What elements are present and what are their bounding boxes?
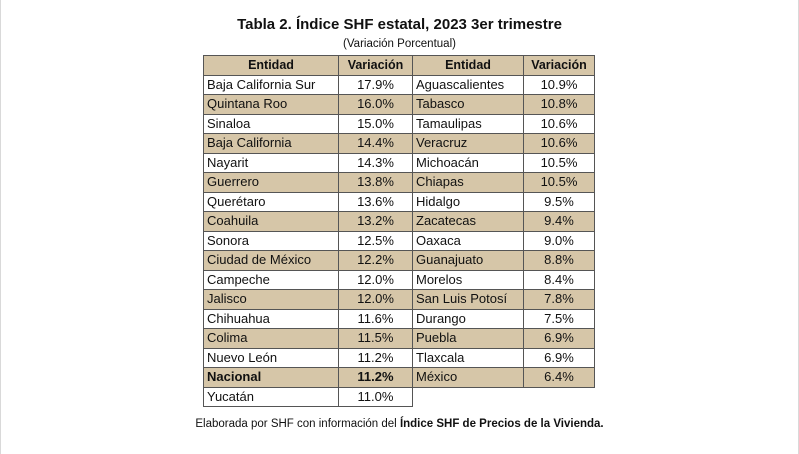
variation-cell: 10.8% [523,94,595,115]
variation-cell: 12.0% [338,289,413,310]
variation-cell: 17.9% [338,74,413,95]
entity-cell: Quintana Roo [203,94,339,115]
table-row: Quintana Roo 16.0% Tabasco 10.8% [203,94,595,115]
table-body: Baja California Sur 17.9% Aguascalientes 10… [203,74,595,407]
table-row: Nacional 11.2% México 6.4% [203,367,595,388]
header-row: Entidad Variación Entidad Variación [203,55,595,76]
entity-cell: Oaxaca [412,230,524,251]
entity-cell: Nuevo León [203,347,339,368]
empty-cell [524,387,595,407]
variation-cell: 11.5% [338,328,413,349]
entity-cell: Yucatán [203,386,339,407]
source-prefix: Elaborada por SHF con información del [195,418,400,430]
variation-cell: 7.8% [523,289,595,310]
entity-cell: Chihuahua [203,308,339,329]
variation-cell: 11.2% [338,367,413,388]
entity-cell: Aguascalientes [412,74,524,95]
entity-cell: Nayarit [203,152,339,173]
table-row: Guerrero 13.8% Chiapas 10.5% [203,172,595,193]
table-row: Sinaloa 15.0% Tamaulipas 10.6% [203,113,595,134]
variation-cell: 6.4% [523,367,595,388]
variation-cell: 11.0% [338,386,413,407]
entity-cell: Hidalgo [412,191,524,212]
entity-cell: Veracruz [412,133,524,154]
entity-cell: Tamaulipas [412,113,524,134]
variation-cell: 8.4% [523,269,595,290]
entity-cell: San Luis Potosí [412,289,524,310]
entity-cell: Baja California Sur [203,74,339,95]
table-subtitle: (Variación Porcentual) [343,38,456,50]
variation-cell: 13.2% [338,211,413,232]
table-row: Querétaro 13.6% Hidalgo 9.5% [203,191,595,212]
entity-cell: Colima [203,328,339,349]
variation-cell: 14.3% [338,152,413,173]
table-row: Coahuila 13.2% Zacatecas 9.4% [203,211,595,232]
header-entity-left: Entidad [203,55,339,76]
entity-cell: México [412,367,524,388]
variation-cell: 14.4% [338,133,413,154]
variation-cell: 9.5% [523,191,595,212]
variation-cell: 8.8% [523,250,595,271]
entity-cell: Zacatecas [412,211,524,232]
entity-cell: Jalisco [203,289,339,310]
header-variation-left: Variación [338,55,413,76]
variation-cell: 7.5% [523,308,595,329]
variation-cell: 12.2% [338,250,413,271]
table-title: Tabla 2. Índice SHF estatal, 2023 3er tr… [237,16,562,33]
entity-cell: Campeche [203,269,339,290]
table-row: Baja California 14.4% Veracruz 10.6% [203,133,595,154]
entity-cell: Sinaloa [203,113,339,134]
variation-cell: 10.6% [523,113,595,134]
variation-cell: 16.0% [338,94,413,115]
entity-cell: Durango [412,308,524,329]
variation-cell: 10.5% [523,172,595,193]
table-row: Sonora 12.5% Oaxaca 9.0% [203,230,595,251]
page-edge-left [0,0,1,454]
source-note: Elaborada por SHF con información del Ín… [0,418,799,430]
table-row: Chihuahua 11.6% Durango 7.5% [203,308,595,329]
variation-cell: 10.5% [523,152,595,173]
table-row: Colima 11.5% Puebla 6.9% [203,328,595,349]
source-bold: Índice SHF de Precios de la Vivienda. [399,418,604,430]
state-index-table: Entidad Variación Entidad Variación Baja… [203,55,595,407]
variation-cell: 11.2% [338,347,413,368]
variation-cell: 6.9% [523,328,595,349]
table-row: Yucatán 11.0% [203,386,595,407]
variation-cell: 13.8% [338,172,413,193]
entity-cell: Coahuila [203,211,339,232]
table-row: Jalisco 12.0% San Luis Potosí 7.8% [203,289,595,310]
header-variation-right: Variación [523,55,595,76]
header-entity-right: Entidad [412,55,524,76]
entity-cell: Tabasco [412,94,524,115]
entity-cell: Chiapas [412,172,524,193]
entity-cell: Tlaxcala [412,347,524,368]
variation-cell: 12.0% [338,269,413,290]
table-row: Nuevo León 11.2% Tlaxcala 6.9% [203,347,595,368]
variation-cell: 11.6% [338,308,413,329]
variation-cell: 6.9% [523,347,595,368]
entity-cell: Guanajuato [412,250,524,271]
variation-cell: 10.9% [523,74,595,95]
entity-cell: Michoacán [412,152,524,173]
variation-cell: 12.5% [338,230,413,251]
entity-cell: Puebla [412,328,524,349]
variation-cell: 13.6% [338,191,413,212]
variation-cell: 9.4% [523,211,595,232]
variation-cell: 9.0% [523,230,595,251]
table-row: Campeche 12.0% Morelos 8.4% [203,269,595,290]
table-row: Baja California Sur 17.9% Aguascalientes 10… [203,74,595,95]
entity-cell: Morelos [412,269,524,290]
table-row: Ciudad de México 12.2% Guanajuato 8.8% [203,250,595,271]
table-row: Nayarit 14.3% Michoacán 10.5% [203,152,595,173]
variation-cell: 15.0% [338,113,413,134]
entity-cell: Querétaro [203,191,339,212]
entity-cell: Guerrero [203,172,339,193]
entity-cell: Sonora [203,230,339,251]
empty-cell [413,387,524,407]
variation-cell: 10.6% [523,133,595,154]
entity-cell: Baja California [203,133,339,154]
entity-cell: Ciudad de México [203,250,339,271]
entity-cell: Nacional [203,367,339,388]
